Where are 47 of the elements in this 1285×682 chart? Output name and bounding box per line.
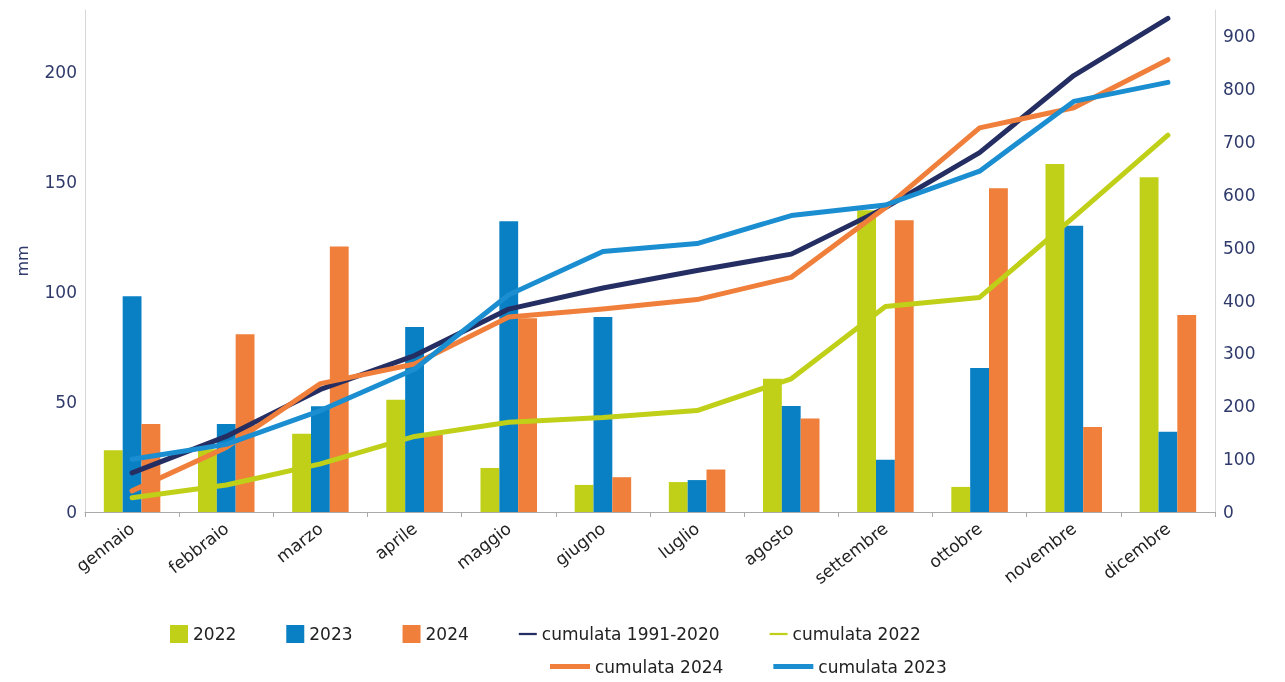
bar: [970, 368, 989, 512]
y2-tick-label: 500: [1223, 237, 1256, 258]
bar: [103, 450, 123, 512]
y-tick-label: 150: [44, 171, 77, 192]
y2-tick-label: 600: [1223, 184, 1256, 205]
bar: [122, 296, 142, 512]
bar: [781, 405, 801, 512]
y2-tick-label: 200: [1223, 396, 1256, 417]
bar: [574, 484, 594, 512]
y-tick-label: 0: [66, 502, 77, 522]
bar: [1064, 225, 1084, 512]
bar: [593, 316, 613, 512]
legend-label: cumulata 2023: [818, 656, 947, 677]
legend-label: cumulata 2024: [595, 656, 724, 677]
legend-label: cumulata 1991-2020: [541, 624, 720, 644]
bar: [951, 486, 971, 512]
y-tick-label: 200: [44, 61, 77, 82]
y2-tick-label: 700: [1223, 132, 1256, 153]
legend-label: 2022: [193, 624, 237, 644]
y-tick-label: 50: [55, 391, 77, 412]
y-axis-title: mm: [12, 245, 32, 277]
bar: [311, 406, 330, 512]
y2-tick-label: 800: [1223, 79, 1256, 100]
bar: [894, 220, 914, 512]
bar: [612, 477, 632, 512]
y-tick-label: 100: [44, 281, 77, 302]
bar: [706, 469, 726, 512]
bar: [1139, 177, 1159, 512]
bar: [989, 188, 1008, 512]
bar: [1083, 427, 1102, 512]
y2-tick-label: 900: [1223, 26, 1256, 47]
y2-tick-label: 300: [1223, 343, 1256, 364]
legend-label: cumulata 2022: [792, 624, 921, 644]
bar: [668, 482, 688, 512]
legend-label: 2024: [425, 624, 469, 644]
y2-tick-label: 400: [1223, 290, 1256, 311]
bar: [424, 434, 443, 512]
bar: [876, 459, 895, 512]
bar: [800, 418, 820, 512]
y2-tick-label: 0: [1223, 502, 1234, 522]
bar: [687, 480, 707, 512]
bar: [1177, 314, 1197, 512]
y2-tick-label: 100: [1223, 449, 1256, 470]
bar: [480, 467, 500, 512]
bar: [1158, 431, 1178, 512]
legend-label: 2023: [309, 624, 353, 644]
bar: [499, 221, 519, 512]
